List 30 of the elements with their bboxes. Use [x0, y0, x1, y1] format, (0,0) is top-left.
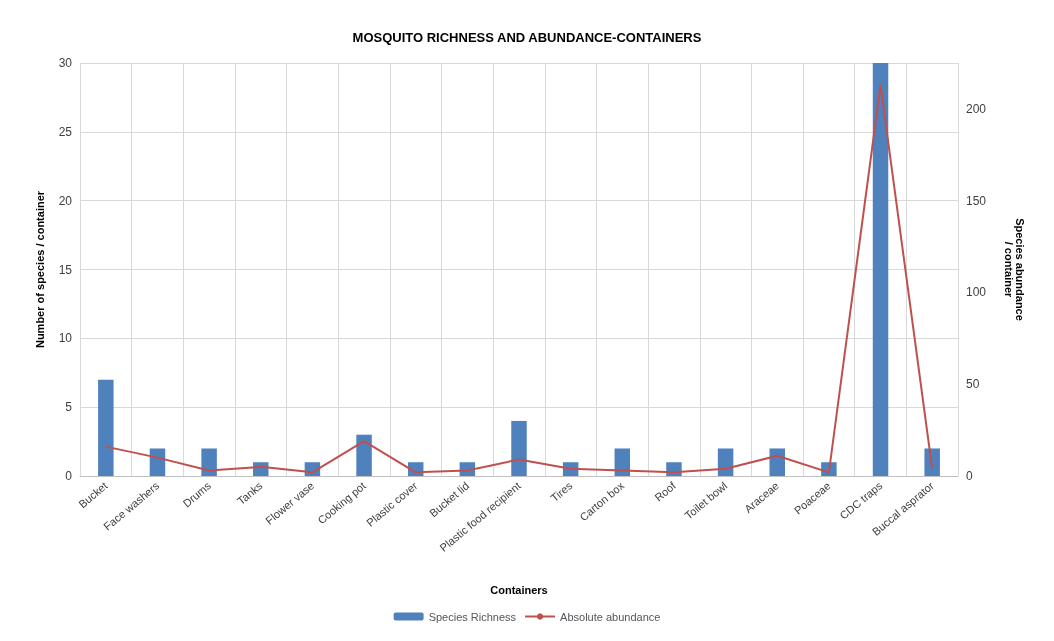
y-tick-label: 25: [58, 124, 73, 139]
line-series: [104, 84, 934, 474]
chart-title: MOSQUITO RICHNESS AND ABUNDANCE-CONTAINERS: [352, 30, 702, 45]
bar: [769, 448, 785, 476]
bar: [201, 448, 217, 476]
y2-tick-label: 150: [966, 193, 987, 208]
y-tick-label: 15: [58, 262, 73, 277]
y-tick-label: 10: [58, 331, 73, 346]
y-tick-label: 20: [58, 193, 73, 208]
x-axis-title: Containers: [490, 583, 548, 596]
bar: [717, 448, 734, 476]
y2-axis-title: Species abundance / container: [1002, 218, 1026, 321]
y-axis-title: Number of species / container: [33, 190, 46, 349]
legend-label: Species Richness: [428, 610, 517, 623]
y-tick-label: 5: [65, 400, 73, 415]
bar: [872, 63, 889, 476]
bar: [511, 420, 527, 476]
y-tick-label: 0: [65, 469, 73, 483]
y2-tick-label: 50: [966, 377, 980, 392]
bar: [614, 448, 631, 476]
bar: [98, 379, 114, 476]
bar: [149, 448, 166, 476]
y2-tick-label: 100: [966, 285, 987, 300]
x-tick-label: Tires: [548, 479, 575, 505]
y2-tick-label: 0: [966, 469, 973, 483]
bar: [356, 434, 372, 476]
y-tick-label: 30: [58, 56, 73, 70]
bar: [924, 448, 940, 476]
y2-tick-label: 200: [966, 101, 987, 116]
legend-label: Absolute abundance: [560, 610, 661, 623]
